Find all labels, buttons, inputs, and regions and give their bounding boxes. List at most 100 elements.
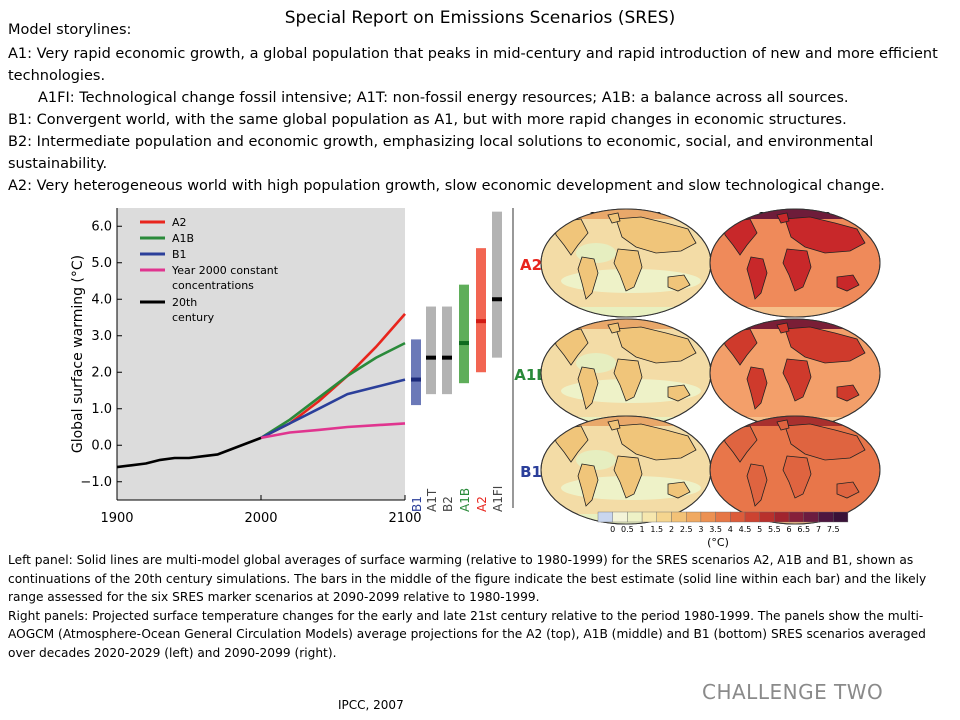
- bar-label-b2: B2: [441, 496, 455, 512]
- continent: [607, 419, 621, 431]
- colorbar-tick-label: 2.5: [680, 525, 693, 534]
- series-line-a2: [260, 313, 406, 440]
- storyline-a1-variants: A1FI: Technological change fossil intens…: [38, 90, 849, 106]
- continent: [613, 455, 643, 499]
- continent: [836, 274, 860, 292]
- continent: [667, 481, 691, 499]
- y-tick-label: 1.0: [91, 402, 112, 417]
- temperature-map: [709, 415, 881, 525]
- colorbar-tick-label: 6: [787, 525, 792, 534]
- series-line-b1: [260, 378, 406, 440]
- continent: [577, 463, 599, 507]
- antarctic-band: [541, 307, 711, 317]
- continent: [722, 425, 758, 463]
- range-bar-b1: [411, 339, 421, 406]
- colorbar-swatch: [803, 511, 819, 523]
- caption-right-panels: Right panels: Projected surface temperat…: [8, 608, 926, 660]
- colorbar-tick-label: 3.5: [709, 525, 722, 534]
- colorbar-swatch: [597, 511, 613, 523]
- citation: IPCC, 2007: [338, 698, 404, 712]
- bar-label-b1: B1: [410, 496, 424, 512]
- colorbar-tick-label: 7: [816, 525, 821, 534]
- colorbar-tick-label: 4.5: [739, 525, 752, 534]
- continent: [784, 326, 866, 364]
- globe-content: [541, 209, 711, 317]
- colorbar-swatch: [730, 511, 746, 523]
- x-tick-label: 2000: [244, 511, 277, 526]
- bar-label-a1t: A1T: [425, 488, 439, 512]
- continent: [776, 419, 790, 431]
- continent: [782, 248, 812, 292]
- continent: [607, 212, 621, 224]
- colorbar-swatch: [759, 511, 775, 523]
- legend-label: Year 2000 constant: [171, 264, 279, 277]
- colorbar-swatch: [627, 511, 643, 523]
- temperature-map: [709, 208, 881, 318]
- continent: [553, 218, 589, 256]
- storyline-b1: B1: Convergent world, with the same glob…: [8, 112, 847, 128]
- y-tick-label: 5.0: [91, 256, 112, 271]
- colorbar-swatch: [715, 511, 731, 523]
- globe-outline: [709, 208, 881, 318]
- storyline-a2: A2: Very heterogeneous world with high p…: [8, 178, 885, 194]
- continent: [577, 256, 599, 300]
- bar-label-a1fi: A1FI: [491, 486, 505, 512]
- best-estimate-a1fi: [492, 297, 502, 302]
- continent: [746, 256, 768, 300]
- colorbar-tick-label: 0.5: [621, 525, 634, 534]
- colorbar-swatch: [612, 511, 628, 523]
- arctic-band: [710, 319, 880, 329]
- colorbar-swatch: [788, 511, 804, 523]
- best-estimate-a1b: [459, 341, 469, 346]
- challenge-label: CHALLENGE TWO: [702, 680, 884, 704]
- continent: [615, 423, 697, 461]
- y-tick-label: 4.0: [91, 292, 112, 307]
- temperature-map: [540, 318, 712, 428]
- colorbar-tick-label: 4: [728, 525, 733, 534]
- colorbar-swatch: [774, 511, 790, 523]
- range-bar-b2: [442, 306, 452, 395]
- continent: [784, 216, 866, 254]
- y-tick-label: 6.0: [91, 219, 112, 234]
- continent: [776, 322, 790, 334]
- y-axis-title: Global surface warming (°C): [70, 255, 86, 453]
- legend-label: 20th: [172, 296, 197, 309]
- continent: [553, 328, 589, 366]
- globe-outline: [709, 415, 881, 525]
- page-title: Special Report on Emissions Scenarios (S…: [284, 8, 676, 28]
- colorbar-tick-label: 7.5: [827, 525, 840, 534]
- colorbar-tick-label: 0: [610, 525, 615, 534]
- continent: [776, 212, 790, 224]
- range-bar-a1fi: [492, 211, 502, 358]
- continent: [782, 455, 812, 499]
- series-line-year-2000-constant-concentrations: [260, 422, 406, 440]
- y-tick-label: 3.0: [91, 329, 112, 344]
- continent: [722, 328, 758, 366]
- colorbar-swatch: [700, 511, 716, 523]
- y-tick-label: 0.0: [91, 438, 112, 453]
- continent: [553, 425, 589, 463]
- best-estimate-a2: [476, 319, 486, 324]
- continent: [667, 274, 691, 292]
- line-chart: −1.0 0.0 1.0 2.0 3.0 4.0 5.0 6.0 1900 2000 2100 Glo…: [70, 208, 422, 526]
- colorbar-unit-label: (°C): [707, 536, 729, 549]
- colorbar-swatch: [656, 511, 672, 523]
- continent: [836, 481, 860, 499]
- best-estimate-b1: [411, 377, 421, 382]
- continent: [667, 384, 691, 402]
- y-tick-label: 2.0: [91, 365, 112, 380]
- arctic-band: [541, 416, 711, 426]
- continent: [746, 366, 768, 410]
- colorbar-tick-label: 5.5: [768, 525, 781, 534]
- globe-content: [710, 209, 880, 317]
- arctic-band: [541, 319, 711, 329]
- best-estimate-b2: [442, 355, 452, 360]
- arctic-band: [541, 209, 711, 219]
- bar-label-a2: A2: [475, 496, 489, 512]
- colorbar-tick-label: 5: [757, 525, 762, 534]
- temperature-map: [540, 208, 712, 318]
- best-estimate-a1t: [426, 355, 436, 360]
- colorbar-tick-label: 6.5: [797, 525, 810, 534]
- y-tick-label: −1.0: [80, 475, 112, 490]
- continent: [784, 423, 866, 461]
